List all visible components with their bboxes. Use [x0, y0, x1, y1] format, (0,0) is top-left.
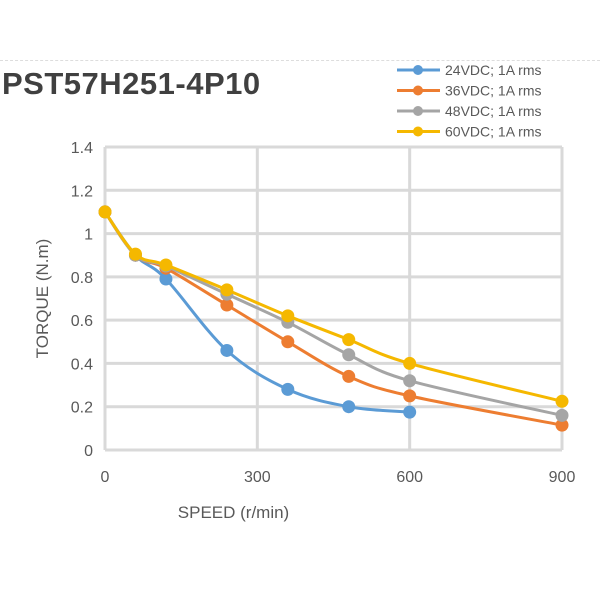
series-36vdc: [98, 205, 569, 432]
data-point: [403, 374, 417, 388]
y-tick-label: 1: [84, 227, 93, 244]
data-point: [403, 356, 417, 370]
series-48vdc: [98, 205, 569, 422]
data-point: [128, 247, 142, 261]
data-point: [220, 283, 234, 297]
legend-entry: 48VDC; 1A rms: [397, 103, 541, 119]
legend-entry: 60VDC; 1A rms: [397, 124, 541, 140]
y-tick-label: 0.2: [71, 400, 93, 417]
legend-marker: [413, 85, 423, 96]
legend-label: 60VDC; 1A rms: [445, 124, 541, 140]
x-axis-label: SPEED (r/min): [178, 503, 289, 522]
x-tick-label: 0: [101, 469, 110, 486]
y-axis-label: TORQUE (N.m): [33, 239, 52, 359]
data-point: [555, 408, 569, 422]
data-point: [403, 389, 417, 403]
y-tick-label: 1.4: [71, 140, 93, 157]
data-point: [403, 405, 417, 419]
data-point: [555, 394, 569, 408]
data-point: [220, 298, 234, 312]
legend-entry: 24VDC; 1A rms: [397, 62, 541, 78]
y-tick-label: 0.8: [71, 270, 93, 287]
series-line: [103, 211, 563, 403]
y-tick-label: 0.4: [71, 356, 93, 373]
y-tick-label: 1.2: [71, 183, 93, 200]
legend-marker: [413, 65, 423, 75]
x-tick-label: 900: [549, 469, 576, 486]
series-line: [103, 211, 563, 427]
legend-marker: [413, 126, 423, 137]
data-point: [281, 382, 295, 396]
data-point: [555, 418, 569, 432]
y-tick-label: 0: [84, 443, 93, 460]
data-point: [98, 205, 112, 219]
data-point: [342, 348, 356, 362]
data-point: [159, 272, 173, 286]
data-point: [281, 309, 295, 323]
data-point: [342, 333, 356, 347]
data-point: [220, 343, 234, 357]
legend-label: 36VDC; 1A rms: [445, 83, 541, 99]
data-point: [342, 369, 356, 383]
y-tick-label: 0.6: [71, 313, 93, 330]
data-point: [342, 400, 356, 414]
data-point: [281, 335, 295, 349]
x-tick-label: 300: [244, 469, 271, 486]
top-divider: [0, 60, 600, 61]
series-60vdc: [98, 205, 569, 408]
legend-label: 24VDC; 1A rms: [445, 62, 541, 78]
x-tick-label: 600: [396, 469, 423, 486]
chart-title: PST57H251-4P10: [2, 66, 261, 101]
legend-label: 48VDC; 1A rms: [445, 103, 541, 119]
data-point: [159, 258, 173, 272]
legend-entry: 36VDC; 1A rms: [397, 83, 541, 99]
legend-marker: [413, 106, 423, 116]
